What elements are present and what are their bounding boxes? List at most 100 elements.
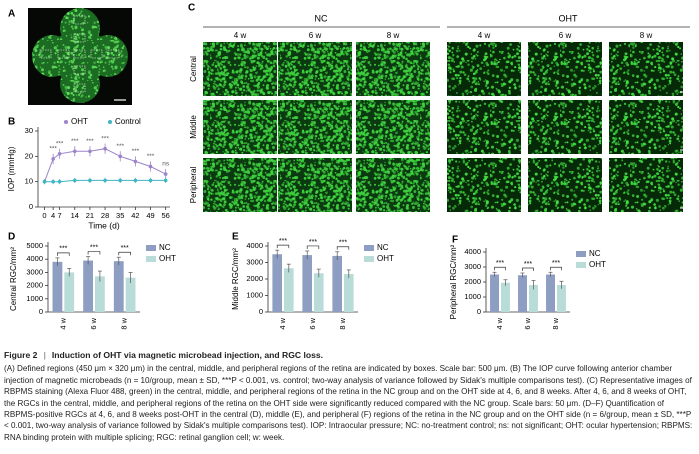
significance-bracket — [87, 251, 101, 255]
x-tick-label: 35 — [116, 211, 124, 220]
annotation: *** — [101, 135, 109, 142]
y-tick-label: 2000 — [246, 274, 263, 283]
caption: Figure 2 | Induction of OHT via magnetic m… — [4, 350, 694, 443]
annotation: *** — [279, 238, 287, 245]
figure-label: Figure 2 — [4, 350, 38, 360]
micrograph — [356, 100, 430, 154]
group-label: OHT — [559, 13, 579, 23]
annotation: *** — [49, 146, 57, 153]
y-tick-label: 1000 — [464, 292, 481, 301]
marker — [148, 178, 153, 183]
panel-label: E — [232, 232, 239, 243]
micrograph — [447, 158, 521, 212]
significance-bracket — [550, 266, 562, 271]
y-tick-label: 0 — [29, 202, 33, 211]
legend-label: OHT — [71, 117, 88, 126]
y-tick-label: 0 — [39, 307, 43, 316]
legend-label: OHT — [589, 260, 606, 269]
caption-title: Figure 2 | Induction of OHT via magnetic m… — [4, 350, 324, 360]
annotation: *** — [86, 138, 94, 145]
legend-swatch — [146, 256, 156, 262]
marker — [57, 152, 62, 156]
significance-bracket — [494, 266, 506, 271]
bar — [95, 276, 105, 312]
annotation: *** — [132, 148, 140, 155]
panel-label: A — [8, 9, 15, 20]
time-label: 6 w — [559, 31, 572, 40]
region-label: Peripheral — [189, 167, 198, 204]
marker — [51, 179, 55, 184]
y-tick-label: 3000 — [464, 262, 481, 271]
x-axis-label: Time (d) — [88, 220, 119, 230]
legend-label: OHT — [377, 254, 394, 263]
bar — [344, 274, 354, 312]
marker — [42, 179, 47, 184]
bar — [332, 255, 342, 312]
y-tick-label: 4000 — [246, 241, 263, 250]
region-boxes — [39, 15, 120, 93]
y-tick-label: 4000 — [464, 247, 481, 256]
y-tick-label: 3000 — [246, 257, 263, 266]
x-tick-label: 4 w — [495, 317, 504, 329]
marker — [118, 178, 123, 183]
micrograph — [203, 158, 277, 212]
x-tick-label: 7 — [58, 211, 62, 220]
x-tick-label: 56 — [162, 211, 170, 220]
bar — [272, 254, 282, 312]
marker — [88, 178, 92, 183]
annotation: *** — [71, 138, 79, 145]
region-label: Central — [189, 56, 198, 82]
micrograph — [447, 100, 521, 154]
x-tick-label: 4 — [51, 211, 55, 220]
significance-bracket — [57, 252, 70, 256]
panel-label: F — [452, 235, 458, 246]
marker — [133, 178, 138, 183]
micrograph — [609, 100, 683, 154]
y-axis-label: Middle RGC/mm² — [231, 248, 240, 310]
significance-bracket — [306, 245, 320, 249]
retina-flatmount — [32, 8, 128, 103]
y-tick-label: 1000 — [26, 294, 43, 303]
y-tick-label: 1000 — [246, 290, 263, 299]
micrograph — [203, 100, 277, 154]
significance-bracket — [118, 251, 131, 256]
marker — [51, 157, 55, 161]
micrograph — [528, 100, 602, 154]
y-tick-label: 30 — [25, 126, 33, 135]
y-tick-label: 10 — [25, 177, 33, 186]
y-axis-label: Peripheral RGC/mm² — [449, 244, 458, 319]
micrograph — [609, 158, 683, 212]
annotation: *** — [552, 260, 560, 267]
micrograph — [356, 42, 430, 96]
annotation: ns — [162, 161, 170, 168]
panel-label: B — [8, 117, 15, 128]
legend-marker — [64, 120, 68, 124]
legend-marker — [108, 120, 112, 124]
y-tick-label: 0 — [477, 307, 481, 316]
marker — [148, 164, 153, 169]
bar — [52, 261, 63, 312]
time-label: 4 w — [234, 31, 247, 40]
x-tick-label: 6 w — [523, 317, 532, 329]
legend-swatch — [364, 245, 374, 251]
legend-swatch — [364, 256, 374, 262]
y-axis-label: IOP (mmHg) — [7, 146, 16, 191]
group-label: NC — [315, 13, 328, 23]
micrograph — [278, 158, 352, 212]
legend-label: NC — [377, 243, 389, 252]
x-tick-label: 14 — [71, 211, 79, 220]
x-tick-label: 0 — [42, 211, 46, 220]
x-tick-label: 21 — [86, 211, 94, 220]
marker — [72, 149, 77, 154]
time-label: 8 w — [387, 31, 400, 40]
bar — [314, 273, 324, 312]
x-tick-label: 4 w — [58, 317, 67, 329]
micrograph — [278, 42, 352, 96]
annotation: *** — [339, 240, 347, 247]
marker — [72, 178, 77, 183]
series-line — [44, 179, 166, 183]
legend-label: NC — [159, 243, 171, 252]
marker — [103, 178, 107, 183]
x-tick-label: 42 — [131, 211, 139, 220]
annotation: *** — [309, 239, 317, 246]
